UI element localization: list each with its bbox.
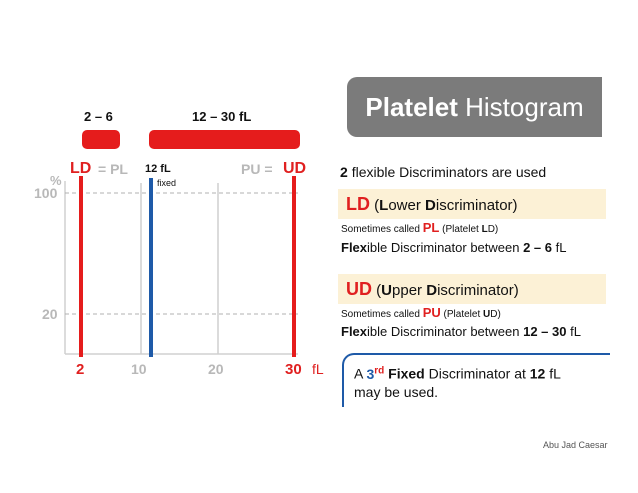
note-num: 3rd (366, 365, 385, 382)
intro-line: 2 flexible Discriminators are used (340, 164, 546, 180)
note-a: A (354, 365, 363, 382)
note-mid: Discriminator at (428, 365, 526, 382)
ud-range: 12 – 30 (523, 324, 567, 339)
note-line2: may be used. (354, 383, 439, 400)
ld-flex-bold: Flex (341, 240, 368, 255)
ld-alias-line: Sometimes called PL (Platelet LD) (341, 220, 498, 235)
intro-text: flexible Discriminators are used (351, 164, 547, 180)
ud-unit: fL (570, 324, 581, 339)
x-unit-label: fL (312, 361, 324, 377)
range-label-ld: 2 – 6 (84, 109, 113, 124)
title-bold: Platelet (365, 91, 458, 122)
ld-l: L (379, 197, 389, 214)
ld-range-bar (82, 130, 120, 149)
ld-ower: ower (388, 197, 421, 214)
ld-flex-line: Flexible Discriminator between 2 – 6 fL (341, 240, 566, 255)
fixed-discriminator-note: A 3rd Fixed Discriminator at 12 fL may b… (342, 353, 610, 407)
ld-alias: PL (422, 220, 440, 235)
ld-open: ( (374, 197, 380, 214)
ld-abbr: LD (346, 194, 370, 214)
ud-label: UD (283, 160, 307, 177)
ld-heading: LD (Lower Discriminator) (346, 194, 518, 215)
ud-open: ( (376, 282, 382, 299)
ld-label: LD (70, 160, 92, 177)
ld-range: 2 – 6 (523, 240, 553, 255)
author-credit: Abu Jad Caesar (543, 440, 608, 450)
ud-sometimes: Sometimes called (341, 309, 420, 320)
note-text: A 3rd Fixed Discriminator at 12 fL may b… (354, 362, 561, 401)
x-tick-10: 10 (131, 361, 147, 377)
ld-alias-close: D) (487, 224, 499, 235)
ud-flex-bold: Flex (341, 324, 368, 339)
ld-alias-letter: L (481, 224, 488, 235)
y-tick-20: 20 (42, 306, 58, 322)
note-sup: rd (374, 365, 385, 376)
ld-alias-open: (Platelet (442, 224, 479, 235)
ld-unit: fL (555, 240, 567, 255)
ud-heading-band: UD (Upper Discriminator) (338, 274, 606, 304)
note-fixed: Fixed (388, 365, 425, 382)
equals-pl-label: = PL (98, 161, 128, 177)
ud-alias-open: (Platelet (443, 309, 481, 320)
title-rest: Histogram (465, 91, 584, 122)
ud-alias: PU (422, 305, 441, 320)
pu-equals-label: PU = (241, 161, 273, 177)
x-tick-20: 20 (208, 361, 224, 377)
fixed-label: fixed (157, 178, 177, 188)
title-box: Platelet Histogram (347, 77, 602, 137)
ud-alias-letter: U (483, 309, 491, 320)
ud-flex-line: Flexible Discriminator between 12 – 30 f… (341, 324, 581, 339)
ud-heading: UD (Upper Discriminator) (346, 279, 519, 300)
ud-pper: pper (392, 282, 423, 299)
range-label-ud: 12 – 30 fL (192, 109, 252, 124)
ld-heading-band: LD (Lower Discriminator) (338, 189, 606, 219)
ud-iscriminator: iscriminator) (437, 282, 519, 299)
intro-count: 2 (340, 164, 348, 180)
ld-iscriminator: iscriminator) (435, 197, 518, 214)
ud-range-bar (149, 130, 300, 149)
y-tick-100: 100 (34, 185, 58, 201)
note-unit: fL (549, 365, 561, 382)
ud-abbr: UD (346, 279, 372, 299)
ld-flex-rest: ible Discriminator between (367, 240, 520, 255)
ud-alias-line: Sometimes called PU (Platelet UD) (341, 305, 501, 320)
twelve-fl-label: 12 fL (145, 163, 171, 175)
x-tick-2: 2 (76, 361, 85, 378)
x-tick-30: 30 (285, 361, 302, 378)
ud-flex-rest: ible Discriminator between (367, 324, 520, 339)
ud-u: U (381, 282, 393, 299)
ud-alias-close: D) (490, 309, 501, 320)
ld-d: D (425, 197, 436, 214)
ld-sometimes: Sometimes called (341, 224, 420, 235)
y-unit-label: % (50, 173, 62, 188)
note-val: 12 (529, 365, 546, 382)
ud-d: D (426, 282, 438, 299)
